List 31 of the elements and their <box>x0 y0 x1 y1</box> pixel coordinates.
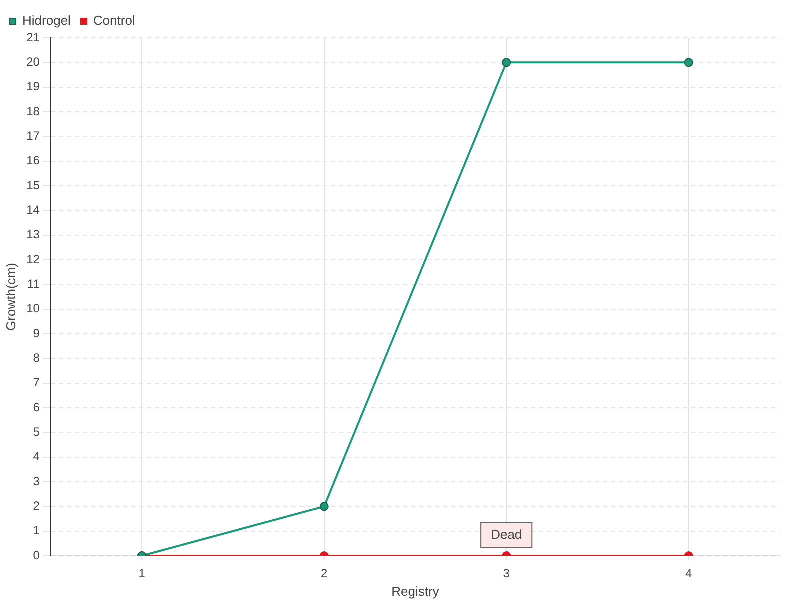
y-tick-label: 15 <box>26 178 40 192</box>
y-tick-label: 5 <box>33 424 40 439</box>
legend-label: Control <box>93 13 136 28</box>
y-tick-label: 3 <box>33 474 40 488</box>
y-tick-label: 19 <box>26 80 40 94</box>
y-tick-label: 2 <box>33 498 40 513</box>
y-tick-label: 0 <box>33 548 40 562</box>
y-tick-label: 7 <box>33 376 40 390</box>
legend-label: Hidrogel <box>22 13 72 28</box>
y-tick-label: 18 <box>26 104 40 118</box>
y-tick-label: 4 <box>33 450 40 464</box>
y-tick-label: 13 <box>26 228 40 242</box>
y-tick-label: 16 <box>26 154 40 168</box>
x-tick-label: 1 <box>138 566 146 581</box>
y-tick-label: 14 <box>26 202 40 217</box>
y-tick-label: 1 <box>33 524 40 538</box>
x-tick-label: 3 <box>503 566 510 581</box>
y-axis-title: Growth(cm) <box>3 263 18 331</box>
y-tick-label: 12 <box>26 252 40 266</box>
x-tick-label: 2 <box>321 566 328 581</box>
annotation: Dead <box>491 527 522 542</box>
x-axis-title: Registry <box>392 584 440 599</box>
y-tick-label: 11 <box>27 276 40 291</box>
y-tick-label: 20 <box>26 54 40 69</box>
y-tick-label: 17 <box>26 128 40 143</box>
y-tick-label: 10 <box>26 302 40 316</box>
y-tick-label: 6 <box>33 400 40 414</box>
y-tick-label: 21 <box>26 30 40 44</box>
x-tick-label: 4 <box>686 566 693 581</box>
y-tick-label: 9 <box>33 326 40 340</box>
y-tick-label: 8 <box>33 350 40 365</box>
